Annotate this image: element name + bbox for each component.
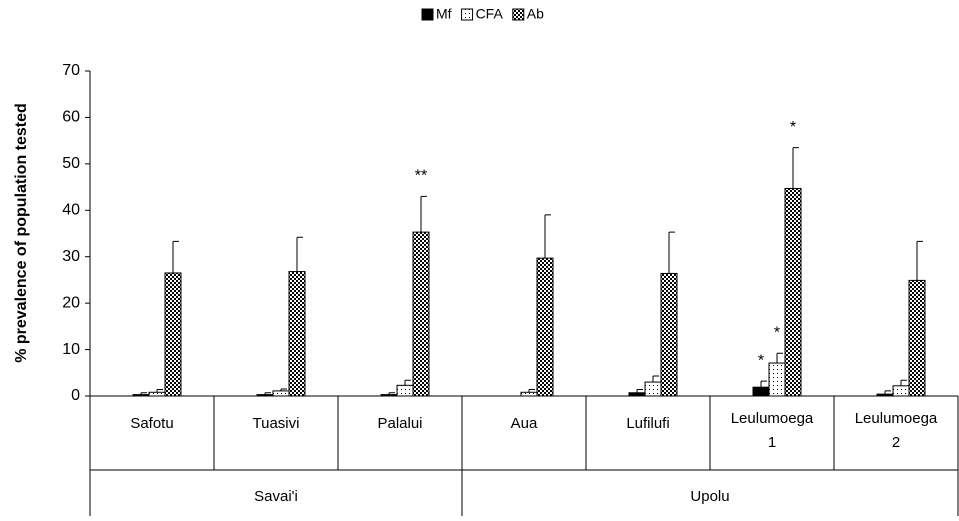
error-bar <box>156 389 163 393</box>
y-tick-label: 20 <box>62 294 80 311</box>
y-tick-label: 40 <box>62 202 80 219</box>
bar <box>256 394 274 397</box>
y-tick-label: 10 <box>62 341 80 358</box>
error-bar <box>420 195 427 233</box>
x-tick-label: Safotu <box>130 415 173 432</box>
bar <box>628 392 646 397</box>
x-tick-label: Palalui <box>377 415 422 432</box>
bar <box>148 391 166 397</box>
legend-swatch <box>461 8 474 21</box>
bar <box>272 390 290 397</box>
error-bar <box>140 392 147 395</box>
y-tick-label: 0 <box>71 387 80 404</box>
x-tick-label: Lufilufi <box>626 415 669 432</box>
y-axis-label: % prevalence of population tested <box>13 103 30 363</box>
bar <box>644 381 662 397</box>
bar <box>660 272 678 397</box>
error-bar <box>792 147 799 189</box>
bar <box>908 279 926 397</box>
bar <box>412 231 430 397</box>
y-tick-label: 50 <box>62 155 80 172</box>
bar <box>520 391 538 397</box>
legend-label: Ab <box>527 6 544 22</box>
group-label: Savai'i <box>254 488 298 505</box>
bar <box>132 394 150 397</box>
error-bar <box>388 392 395 395</box>
bar <box>768 362 786 397</box>
bar <box>876 393 894 397</box>
bar <box>536 257 554 397</box>
annotation: * <box>758 352 764 369</box>
error-bar <box>652 375 659 383</box>
legend-swatch <box>512 8 525 21</box>
error-bar <box>884 390 891 395</box>
error-bar <box>280 388 287 391</box>
bar <box>164 272 182 397</box>
legend-label: Mf <box>436 6 452 22</box>
y-tick-label: 30 <box>62 248 80 265</box>
error-bar <box>404 379 411 386</box>
error-bar <box>900 379 907 386</box>
error-bar <box>528 389 535 393</box>
annotation: ** <box>415 168 427 185</box>
bar <box>752 386 770 397</box>
bar <box>784 187 802 397</box>
x-tick-label: Tuasivi <box>253 415 300 432</box>
x-tick-label: Leulumoega 2 <box>855 410 938 451</box>
legend-label: CFA <box>476 6 504 22</box>
error-bar <box>636 389 643 393</box>
bar <box>396 384 414 397</box>
y-tick-label: 60 <box>62 109 80 126</box>
bar <box>288 271 306 397</box>
x-tick-label: Leulumoega 1 <box>731 410 814 451</box>
error-bar <box>264 392 271 395</box>
error-bar <box>296 236 303 272</box>
y-tick-label: 70 <box>62 62 80 79</box>
error-bar <box>172 240 179 273</box>
group-label: Upolu <box>690 488 729 505</box>
error-bar <box>760 380 767 388</box>
annotation: * <box>774 325 780 342</box>
bar <box>380 394 398 397</box>
legend-swatch <box>421 8 434 21</box>
error-bar <box>776 352 783 364</box>
x-tick-label: Aua <box>511 415 538 432</box>
annotation: * <box>790 119 796 136</box>
bar <box>892 385 910 397</box>
error-bar <box>916 240 923 281</box>
error-bar <box>544 214 551 259</box>
error-bar <box>668 231 675 274</box>
